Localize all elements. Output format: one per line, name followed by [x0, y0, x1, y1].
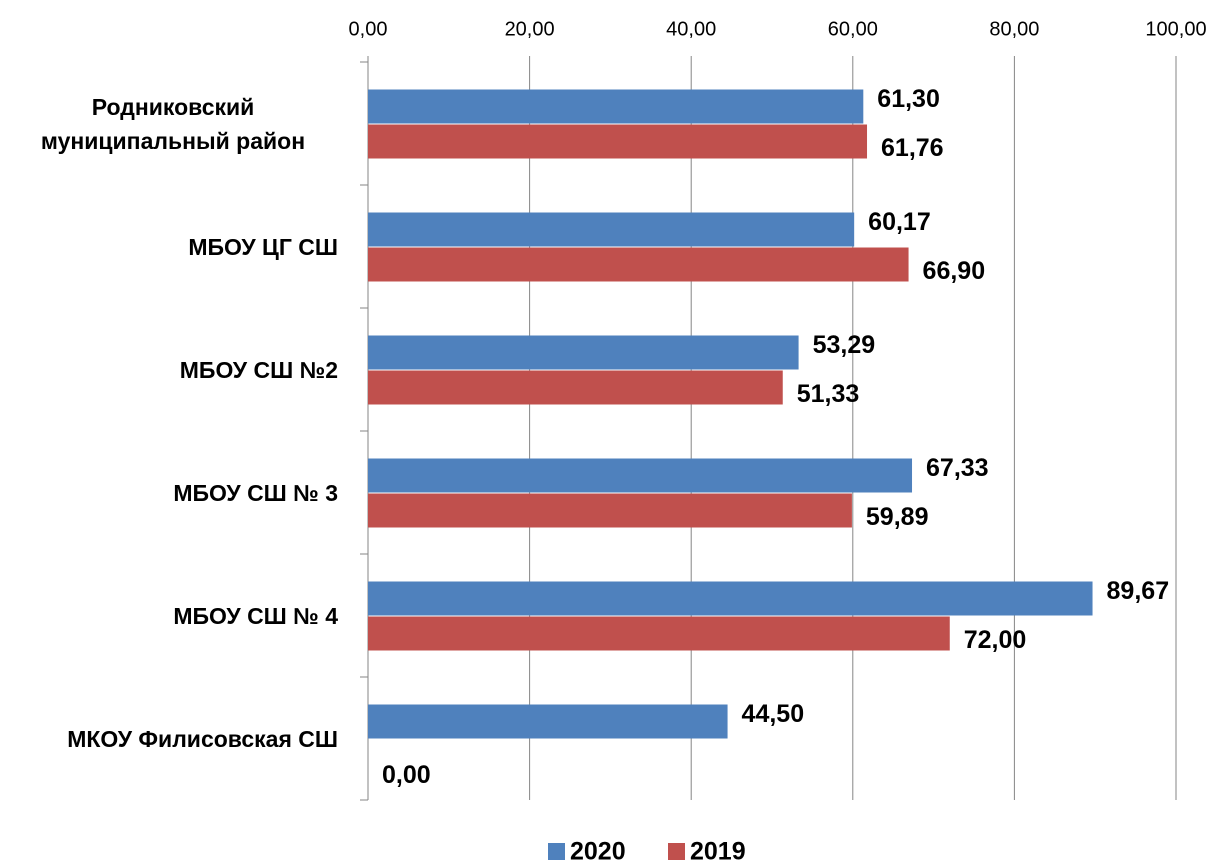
category-label: МБОУ СШ № 3 [0, 476, 338, 510]
value-label: 61,76 [881, 134, 944, 162]
value-label: 51,33 [797, 380, 860, 408]
category-label: Родниковский муниципальный район [0, 90, 338, 158]
category-label: МБОУ СШ №2 [0, 353, 338, 387]
bar [368, 616, 950, 651]
bar [368, 493, 852, 528]
value-label: 61,30 [877, 85, 940, 113]
value-label: 89,67 [1107, 577, 1170, 605]
x-tick-label: 80,00 [989, 18, 1039, 40]
category-text: МБОУ ЦГ СШ [188, 233, 338, 260]
category-label: МБОУ СШ № 4 [0, 599, 338, 633]
bar [368, 335, 799, 370]
x-tick-label: 100,00 [1145, 18, 1206, 40]
value-label: 66,90 [923, 257, 986, 285]
bar [368, 581, 1093, 616]
value-label: 0,00 [382, 761, 431, 789]
x-tick-label: 60,00 [828, 18, 878, 40]
bar [368, 212, 855, 247]
x-tick-label: 40,00 [666, 18, 716, 40]
legend-label: 2020 [570, 838, 626, 866]
category-text: МБОУ СШ № 4 [173, 602, 338, 629]
value-label: 53,29 [813, 331, 876, 359]
category-text: МБОУ СШ №2 [179, 356, 338, 383]
category-text: Родниковский муниципальный район [40, 93, 306, 154]
bar [368, 247, 909, 282]
value-label: 44,50 [742, 700, 805, 728]
category-label: МКОУ Филисовская СШ [0, 722, 338, 756]
category-label: МБОУ ЦГ СШ [0, 230, 338, 264]
bar [368, 458, 913, 493]
category-text: МКОУ Филисовская СШ [67, 725, 338, 752]
legend-swatch [548, 843, 565, 860]
category-text: МБОУ СШ № 3 [173, 479, 338, 506]
legend-swatch [668, 843, 685, 860]
bar [368, 370, 783, 405]
bar [368, 704, 728, 739]
value-label: 59,89 [866, 503, 929, 531]
bar [368, 124, 868, 159]
x-tick-label: 0,00 [349, 18, 388, 40]
x-tick-label: 20,00 [505, 18, 555, 40]
value-label: 67,33 [926, 454, 989, 482]
value-label: 72,00 [964, 626, 1027, 654]
bar [368, 89, 864, 124]
legend-label: 2019 [690, 838, 746, 866]
value-label: 60,17 [868, 208, 931, 236]
